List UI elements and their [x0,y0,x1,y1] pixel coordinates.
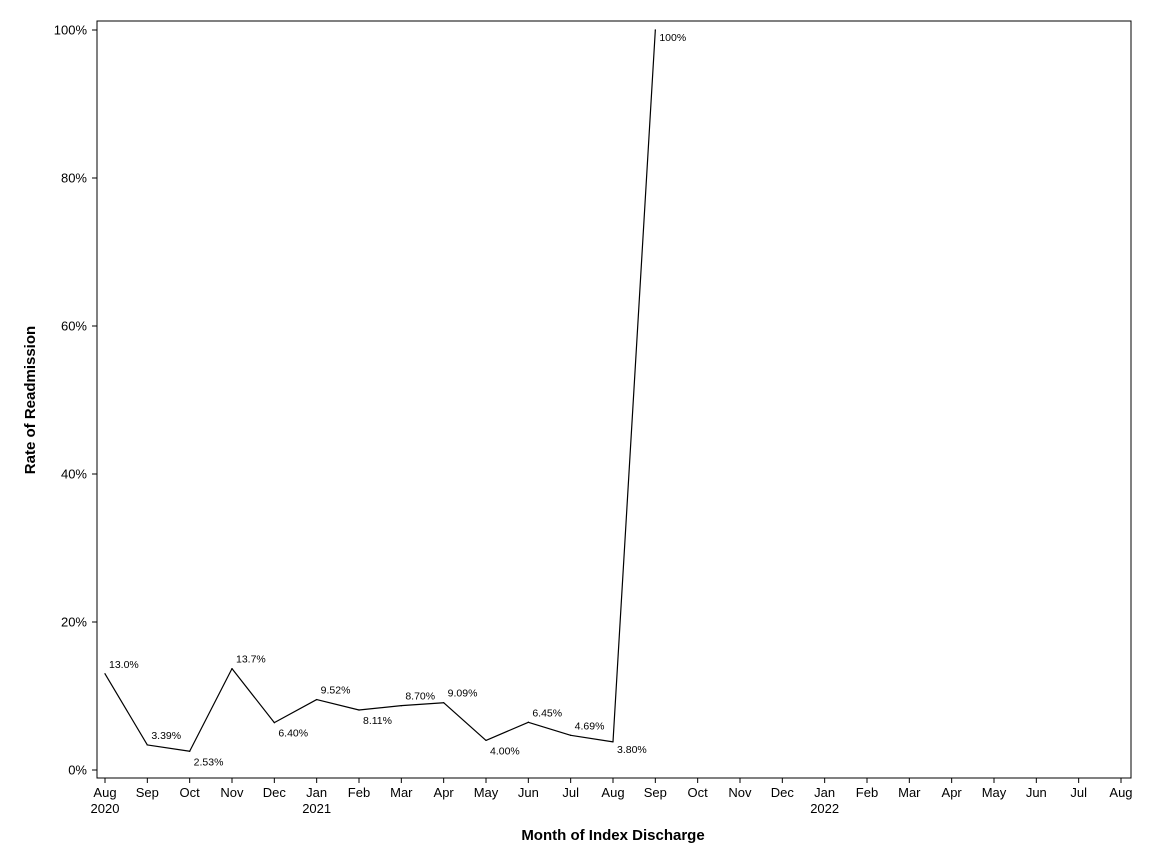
series-line-segment [443,702,487,742]
series-line-segment [485,721,529,742]
data-label: 3.80% [617,744,647,756]
data-label: 6.40% [278,728,308,740]
data-label: 13.7% [236,654,266,666]
x-tick-label: Sep [644,785,667,800]
series-line-segment [527,721,572,736]
series-line-segment [273,698,318,724]
x-tick-year-label: 2022 [810,801,839,816]
data-point [189,750,191,752]
data-label: 9.09% [448,688,478,700]
series-line-segment [104,673,148,746]
x-tick-label: Aug [601,785,624,800]
data-point [400,705,402,707]
series-line-segment [358,705,402,711]
x-tick-label: Mar [898,785,921,800]
y-axis: 0% 20% 40% 60% 80% 100% [54,23,97,778]
x-tick-label: Jan [814,785,835,800]
y-tick-label: 60% [61,319,87,334]
data-label: 100% [659,32,686,44]
data-point [358,709,360,711]
x-tick-label: Nov [728,785,752,800]
data-point [231,668,233,670]
data-label: 9.52% [321,685,351,697]
y-tick-label: 40% [61,467,87,482]
x-tick-label: Jul [1070,785,1087,800]
data-label: 3.39% [151,730,181,742]
data-point [443,702,445,704]
y-axis-title: Rate of Readmission [22,326,39,474]
series-line-segment [189,668,233,752]
data-point [612,741,614,743]
data-label: 6.45% [532,707,562,719]
x-tick-label: Jan [306,785,327,800]
x-tick-year-label: 2020 [91,801,120,816]
data-label: 8.11% [363,715,392,727]
x-tick-label: Jun [518,785,539,800]
data-point [485,739,487,742]
x-tick-label: Nov [220,785,244,800]
x-tick-label: Dec [263,785,287,800]
x-tick-label: May [982,785,1007,800]
y-tick-label: 100% [54,23,88,38]
data-label: 4.69% [575,720,605,732]
x-tick-label: May [474,785,499,800]
data-point [527,721,529,723]
data-label: 13.0% [109,659,139,671]
series-line-segment [400,702,445,707]
data-label: 8.70% [405,691,435,703]
series-line-segment [570,734,614,743]
x-tick-year-label: 2021 [302,801,331,816]
plot-frame [96,20,1132,779]
data-point [316,698,318,701]
x-tick-label: Feb [856,785,878,800]
series-line-segment [316,698,360,711]
x-tick-label: Dec [771,785,795,800]
y-tick-label: 80% [61,171,87,186]
x-tick-label: Feb [348,785,370,800]
x-tick-label: Aug [1109,785,1132,800]
y-tick-label: 20% [61,615,87,630]
series-line-segment [612,29,656,743]
series-layer [104,29,656,752]
x-tick-label: Mar [390,785,413,800]
series-line-segment [146,744,191,752]
x-tick-label: Oct [180,785,201,800]
data-point [570,734,572,736]
x-axis-title: Month of Index Discharge [521,827,704,844]
data-label: 4.00% [490,745,520,757]
x-tick-label: Apr [434,785,455,800]
series-line-segment [231,668,275,724]
data-point [273,722,275,724]
data-point [654,29,656,31]
x-tick-label: Jun [1026,785,1047,800]
x-tick-label: Sep [136,785,159,800]
y-tick-label: 0% [68,763,87,778]
data-point [104,673,106,675]
data-label-layer: 13.0% 3.39% 2.53% 13.7% 6.40% 9.52% 8.11% 8.70%… [109,32,686,768]
data-label: 2.53% [194,756,224,768]
data-point [146,744,148,746]
x-tick-label: Jul [562,785,579,800]
x-tick-label: Apr [942,785,963,800]
x-tick-label: Oct [688,785,709,800]
x-tick-label: Aug [93,785,116,800]
